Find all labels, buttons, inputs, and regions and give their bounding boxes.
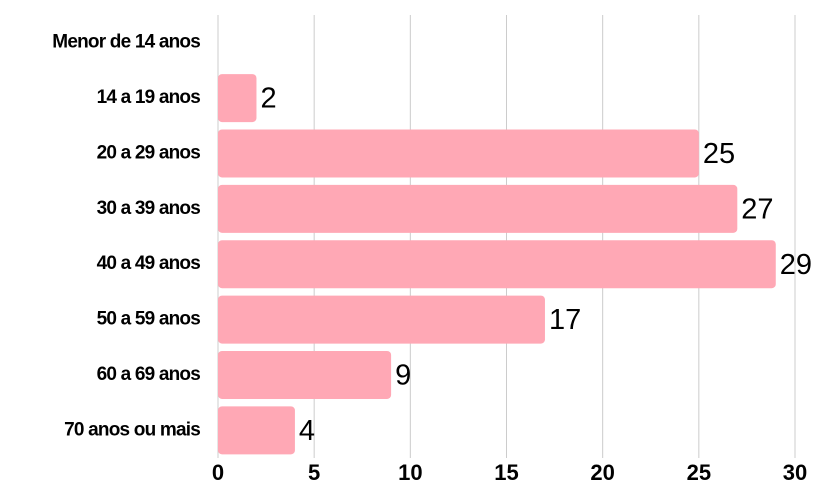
bar	[218, 295, 545, 344]
value-label: 2	[260, 83, 276, 115]
y-tick-label: 14 a 19 anos	[97, 87, 201, 108]
x-tick-label: 25	[687, 460, 711, 485]
bar	[218, 184, 738, 233]
bar	[218, 406, 295, 455]
x-tick-label: 5	[308, 460, 320, 485]
value-label: 29	[780, 249, 812, 281]
y-tick-label: 70 anos ou mais	[64, 419, 200, 440]
value-label: 4	[299, 415, 315, 447]
x-tick-label: 20	[590, 460, 614, 485]
y-tick-label: 60 a 69 anos	[97, 364, 201, 385]
x-tick-label: 0	[212, 460, 224, 485]
y-tick-label: 20 a 29 anos	[97, 142, 201, 163]
x-tick-label: 10	[398, 460, 422, 485]
value-label: 25	[703, 138, 735, 170]
bar	[218, 74, 257, 123]
y-tick-label: 40 a 49 anos	[97, 253, 201, 274]
y-tick-label: 50 a 59 anos	[97, 309, 201, 330]
value-label: 9	[395, 360, 411, 392]
y-tick-label: 30 a 39 anos	[97, 198, 201, 219]
value-label: 27	[741, 193, 773, 225]
x-tick-label: 30	[783, 460, 807, 485]
y-tick-label: Menor de 14 anos	[52, 32, 200, 53]
value-label: 17	[549, 304, 581, 336]
bar	[218, 129, 699, 178]
bar	[218, 350, 392, 399]
bar	[218, 240, 776, 289]
x-tick-label: 15	[494, 460, 518, 485]
